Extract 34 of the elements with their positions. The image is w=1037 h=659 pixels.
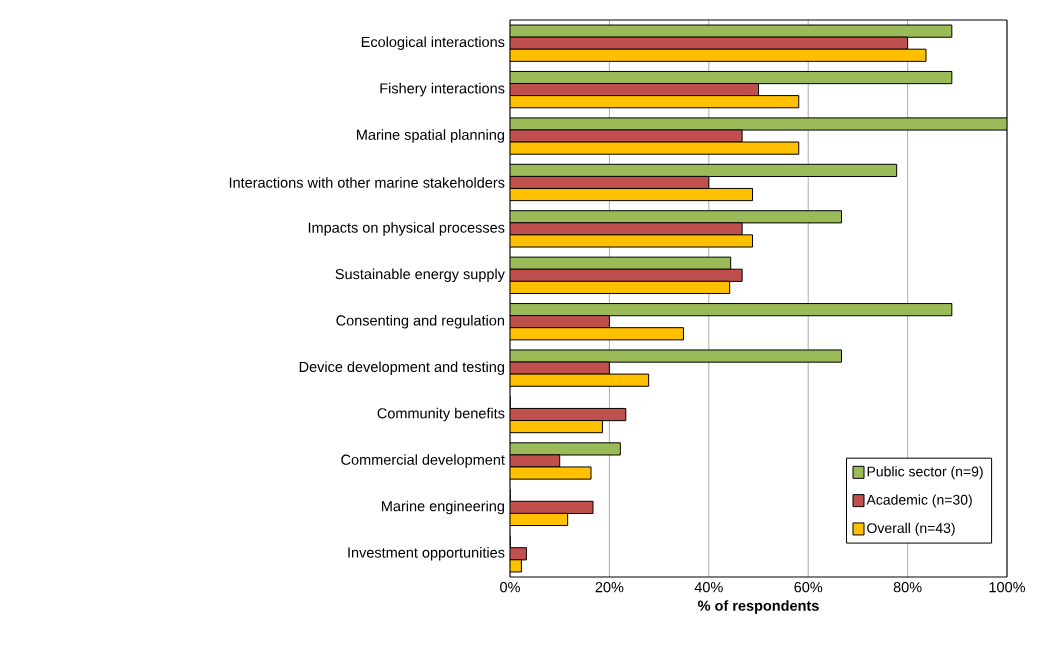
y-tick-label: Consenting and regulation bbox=[336, 314, 504, 329]
y-tick-label: Sustainable energy supply bbox=[335, 268, 505, 283]
x-tick-label: 100% bbox=[989, 582, 1026, 593]
x-tick-label: 0% bbox=[500, 582, 520, 593]
x-tick-label: 40% bbox=[694, 582, 723, 593]
bar bbox=[510, 210, 842, 224]
y-tick-label: Community benefits bbox=[377, 407, 505, 422]
legend-label: Academic (n=30) bbox=[866, 494, 972, 508]
bar bbox=[510, 163, 898, 177]
y-tick-label: Marine engineering bbox=[382, 500, 504, 515]
y-tick-label: Device development and testing bbox=[299, 361, 504, 375]
bar bbox=[510, 280, 731, 294]
x-tick-label: 80% bbox=[893, 582, 922, 593]
legend-label: Overall (n=43) bbox=[867, 522, 955, 536]
y-tick-label: Fishery interactions bbox=[380, 82, 505, 97]
bar bbox=[510, 83, 759, 97]
bar bbox=[510, 141, 800, 155]
y-tick-label: Marine spatial planning bbox=[357, 129, 504, 143]
x-tick-label: 20% bbox=[595, 582, 624, 593]
y-tick-label: Investment opportunities bbox=[348, 547, 505, 561]
bar bbox=[510, 48, 927, 62]
x-tick-label: 60% bbox=[794, 582, 823, 593]
y-tick-label: Ecological interactions bbox=[361, 36, 505, 50]
bar bbox=[510, 70, 953, 85]
bar bbox=[510, 95, 800, 109]
bar bbox=[510, 36, 909, 50]
x-axis-title: % of respondents bbox=[698, 600, 819, 614]
y-tick-label: Commercial development bbox=[341, 454, 505, 468]
y-tick-label: Impacts on physical processes bbox=[308, 222, 505, 236]
bar bbox=[510, 187, 754, 202]
y-tick-label: Interactions with other marine stakeholders bbox=[229, 177, 505, 188]
bar bbox=[510, 303, 953, 317]
legend-label: Public sector (n=9) bbox=[867, 466, 983, 480]
bar bbox=[510, 256, 732, 270]
